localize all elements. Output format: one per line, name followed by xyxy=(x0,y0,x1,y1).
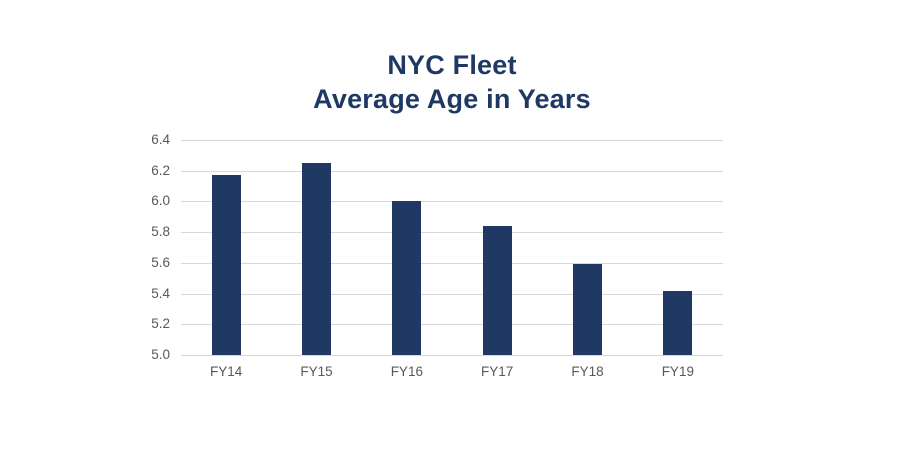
bar-fy18 xyxy=(573,264,602,355)
y-tick-label: 5.4 xyxy=(151,285,170,301)
y-tick-label: 6.2 xyxy=(151,162,170,178)
y-tick-label: 5.2 xyxy=(151,316,170,332)
x-tick-label: FY17 xyxy=(481,364,514,379)
x-tick-label: FY19 xyxy=(661,364,694,379)
y-tick-label: 5.8 xyxy=(151,224,170,240)
chart-title: NYC Fleet Average Age in Years xyxy=(181,48,723,116)
x-tick-label: FY14 xyxy=(210,364,243,379)
y-tick-label: 5.0 xyxy=(151,347,170,362)
gridline xyxy=(181,170,723,172)
plot-area xyxy=(181,140,723,356)
gridline xyxy=(181,293,723,295)
bar-fy16 xyxy=(392,201,422,355)
chart-title-line1: NYC Fleet xyxy=(387,50,517,80)
gridline xyxy=(181,324,723,326)
bar-fy17 xyxy=(482,226,512,355)
gridline xyxy=(181,355,723,356)
chart-title-line2: Average Age in Years xyxy=(313,84,591,114)
gridline xyxy=(181,262,723,264)
gridline xyxy=(181,140,723,141)
bar-fy15 xyxy=(302,163,331,355)
y-tick-label: 5.6 xyxy=(151,254,170,270)
y-tick-label: 6.0 xyxy=(151,193,170,209)
y-tick-label: 6.4 xyxy=(151,132,170,147)
gridline xyxy=(181,232,723,234)
x-tick-label: FY15 xyxy=(300,364,333,379)
x-tick-label: FY18 xyxy=(571,364,604,379)
gridline xyxy=(181,201,723,203)
x-tick-label: FY16 xyxy=(390,364,423,379)
bar-fy14 xyxy=(211,175,241,355)
bar-fy19 xyxy=(663,290,693,355)
